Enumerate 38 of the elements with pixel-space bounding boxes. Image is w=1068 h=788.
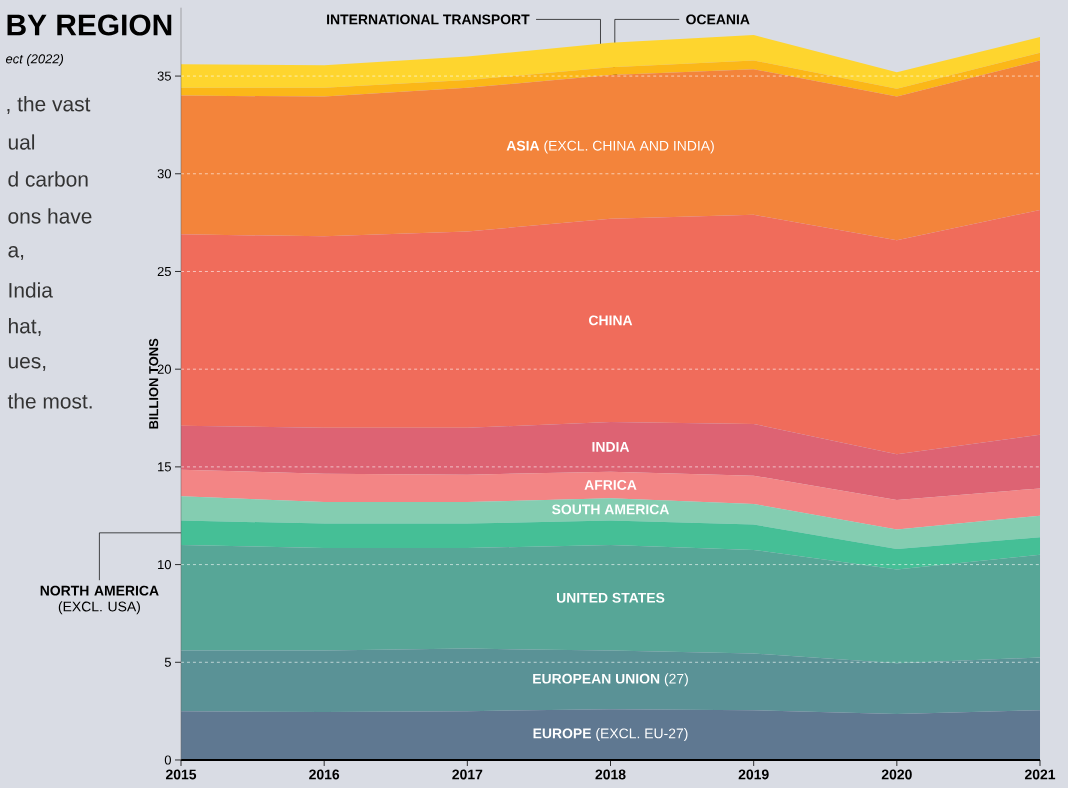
x-tick-label: 2016	[309, 769, 340, 780]
text: OCEANIA	[686, 14, 750, 25]
series-label: AFRICA	[584, 480, 637, 490]
y-tick-label: 5	[164, 657, 171, 667]
series-label: SOUTH AMERICA	[552, 504, 670, 515]
y-tick-label: 30	[157, 169, 171, 179]
series-label: INDIA	[592, 442, 630, 452]
text: hat,	[8, 318, 41, 336]
series-label: ASIA (EXCL. CHINA AND INDIA)	[506, 140, 714, 154]
text: ual	[8, 134, 35, 150]
series-label: CHINA	[589, 315, 633, 326]
text: ect (2022)	[5, 53, 64, 67]
chart-title: BY REGION	[7, 14, 172, 36]
series-label: INTERNATIONAL TRANSPORT	[327, 14, 530, 25]
series-label: UNITED STATES	[556, 592, 665, 603]
x-tick-label: 2017	[452, 769, 483, 780]
text: ues,	[8, 357, 46, 371]
y-tick-label: 25	[157, 266, 171, 277]
series-label: EUROPEAN UNION (27)	[533, 673, 688, 687]
text: ons have	[8, 208, 92, 224]
text: , the vast	[7, 96, 91, 114]
y-tick-label: 20	[157, 364, 171, 374]
x-tick-label: 2021	[1024, 769, 1056, 780]
y-tick-label: 35	[157, 71, 171, 81]
text: NORTH AMERICA (EXCL. USA)	[40, 585, 159, 615]
x-tick-label: 2020	[881, 769, 912, 780]
y-tick-label: 15	[158, 462, 171, 472]
y-axis-title: BILLION TONS	[149, 338, 159, 429]
y-tick-label: 10	[158, 559, 171, 570]
text: a,	[8, 246, 24, 260]
x-tick-label: 2019	[738, 769, 769, 780]
y-tick-label: 0	[164, 755, 171, 765]
text: India	[9, 282, 53, 298]
x-tick-label: 2015	[165, 769, 197, 780]
text: d carbon	[8, 171, 88, 187]
x-tick-label: 2018	[595, 769, 626, 780]
text: the most.	[7, 393, 92, 409]
series-label: EUROPE (EXCL. EU-27)	[533, 728, 688, 742]
